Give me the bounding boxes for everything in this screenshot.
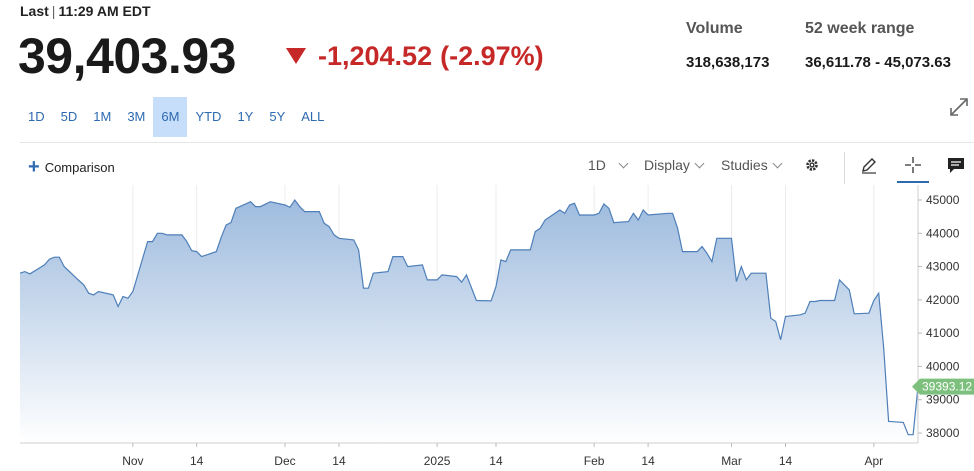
- studies-dropdown[interactable]: Studies: [721, 157, 783, 173]
- interval-dropdown[interactable]: 1D: [588, 157, 629, 173]
- current-value-label-bg: [912, 378, 974, 395]
- range-button-6m[interactable]: 6M: [153, 97, 188, 137]
- chevron-down-icon: [618, 158, 629, 169]
- x-tick-label: 14: [779, 454, 793, 468]
- comparison-label: Comparison: [44, 159, 115, 175]
- down-triangle-icon: [286, 48, 306, 64]
- price-line: [19, 198, 919, 436]
- y-tick-label: 39000: [926, 393, 960, 407]
- y-tick-label: 44000: [926, 226, 960, 240]
- last-update-time: 11:29 AM EDT: [58, 3, 151, 19]
- studies-label: Studies: [721, 157, 768, 173]
- current-value-marker: 39393.12: [912, 378, 974, 395]
- change-percent: (-2.97%): [440, 41, 544, 71]
- y-tick-label: 41000: [926, 326, 960, 340]
- price-chart[interactable]: 38000 39000 40000 41000 42000 43000 44000 45000…: [0, 185, 974, 471]
- range-button-1d[interactable]: 1D: [28, 109, 45, 124]
- crosshair-button[interactable]: [900, 152, 926, 178]
- last-label: Last: [20, 3, 49, 19]
- gear-icon: [806, 159, 818, 171]
- x-tick-label: 14: [190, 454, 204, 468]
- display-label: Display: [644, 157, 690, 173]
- range-button-all[interactable]: ALL: [301, 109, 325, 124]
- range-button-1m[interactable]: 1M: [93, 109, 112, 124]
- last-price: 39,403.93: [18, 28, 236, 84]
- comment-button[interactable]: [943, 152, 969, 178]
- chevron-down-icon: [772, 158, 783, 169]
- range-button-5y[interactable]: 5Y: [269, 109, 286, 124]
- x-tick-label: 14: [489, 454, 503, 468]
- range-button-3m[interactable]: 3M: [127, 109, 146, 124]
- x-tick-label: 14: [641, 454, 655, 468]
- toolbar-divider: [20, 142, 974, 143]
- crosshair-active-indicator: [897, 181, 929, 183]
- x-tick-label: 2025: [424, 454, 451, 468]
- current-value-label: 39393.12: [922, 380, 972, 394]
- y-tick-label: 43000: [926, 260, 960, 274]
- crosshair-icon: [905, 157, 921, 173]
- range-button-ytd[interactable]: YTD: [195, 109, 222, 124]
- x-tick-label: Apr: [864, 454, 883, 468]
- change-value: -1,204.52: [318, 41, 433, 71]
- x-tick-label: Mar: [721, 454, 742, 468]
- y-tick-label: 40000: [926, 359, 960, 373]
- x-tick-label: Feb: [584, 454, 605, 468]
- chevron-down-icon: [694, 158, 705, 169]
- display-dropdown[interactable]: Display: [644, 157, 705, 173]
- volume-label: Volume: [686, 20, 743, 37]
- last-update-label: Last | 11:29 AM EDT: [20, 3, 151, 19]
- price-change: -1,204.52 (-2.97%): [286, 38, 544, 74]
- price-area-fill: [20, 200, 918, 443]
- range-button-5d[interactable]: 5D: [60, 109, 78, 124]
- x-tick-label: Nov: [122, 454, 143, 468]
- y-tick-label: 42000: [926, 293, 960, 307]
- pencil-icon: [862, 158, 876, 174]
- expand-icon[interactable]: [948, 96, 970, 118]
- 52-week-range-label: 52 week range: [805, 20, 915, 37]
- x-tick-label: Dec: [274, 454, 295, 468]
- toolbar-separator: [844, 152, 845, 184]
- comment-icon: [948, 158, 964, 173]
- comparison-button[interactable]: + Comparison: [28, 156, 115, 178]
- plus-icon: +: [28, 156, 40, 178]
- y-tick-label: 38000: [926, 426, 960, 440]
- range-button-1y[interactable]: 1Y: [237, 109, 254, 124]
- 52-week-range-value: 36,611.78 - 45,073.63: [805, 54, 951, 71]
- x-tick-label: 14: [332, 454, 346, 468]
- time-range-selector: 1D 5D 1M 3M 6M YTD 1Y 5Y ALL: [20, 97, 332, 137]
- settings-button[interactable]: [800, 152, 826, 178]
- y-tick-label: 45000: [926, 193, 960, 207]
- draw-button[interactable]: [856, 152, 882, 178]
- separator: |: [51, 3, 56, 19]
- volume-value: 318,638,173: [686, 54, 770, 71]
- interval-label: 1D: [588, 157, 606, 173]
